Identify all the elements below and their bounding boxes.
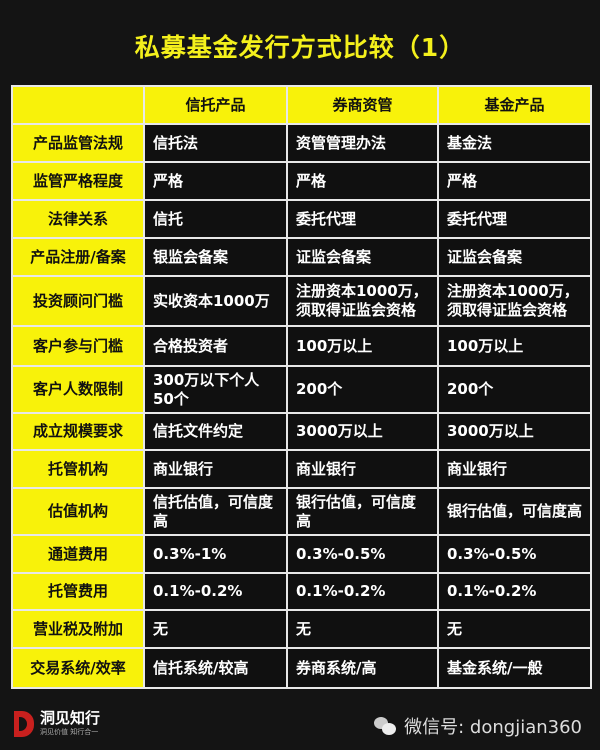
table-cell: 银监会备案 [143,237,288,277]
row-header: 估值机构 [11,487,145,536]
table-cell: 银行估值，可信度高 [437,487,592,536]
table-cell: 100万以上 [437,325,592,367]
table-cell: 0.3%-0.5% [286,534,439,574]
table-cell: 注册资本1000万，须取得证监会资格 [437,275,592,327]
table-row: 产品监管法规 信托法 资管管理办法 基金法 [11,123,592,163]
table-cell: 信托系统/较高 [143,647,288,689]
table-row: 法律关系 信托 委托代理 委托代理 [11,199,592,239]
table-row: 营业税及附加无无无 [11,609,592,649]
table-row: 投资顾问门槛 实收资本1000万 注册资本1000万，须取得证监会资格 注册资本100… [11,275,592,327]
table-cell: 资管管理办法 [286,123,439,163]
table-cell: 信托法 [143,123,288,163]
column-header [11,85,145,125]
table-row: 托管费用 0.1%-0.2% 0.1%-0.2% 0.1%-0.2% [11,572,592,611]
row-header: 法律关系 [11,199,145,239]
row-header: 托管费用 [11,572,145,611]
brand-logo: 洞见知行 洞见价值 知行合一 [14,710,100,737]
table-cell: 严格 [143,161,288,201]
table-cell: 基金法 [437,123,592,163]
table-row: 交易系统/效率 信托系统/较高 券商系统/高 基金系统/一般 [11,647,592,689]
table-row: 监管严格程度 严格 严格 严格 [11,161,592,201]
table-row: 估值机构 信托估值，可信度高 银行估值，可信度高 银行估值，可信度高 [11,487,592,536]
table-row: 客户参与门槛 合格投资者 100万以上 100万以上 [11,325,592,367]
table-cell: 商业银行 [143,449,288,489]
table-cell: 0.1%-0.2% [437,572,592,611]
column-header: 券商资管 [286,85,439,125]
table-cell: 信托文件约定 [143,412,288,451]
row-header: 托管机构 [11,449,145,489]
table-cell: 严格 [437,161,592,201]
row-header: 营业税及附加 [11,609,145,649]
wechat-id: 微信号: dongjian360 [404,717,582,738]
table-cell: 商业银行 [437,449,592,489]
table-cell: 证监会备案 [286,237,439,277]
column-header: 基金产品 [437,85,592,125]
table-cell: 银行估值，可信度高 [286,487,439,536]
table-cell: 0.3%-1% [143,534,288,574]
row-header: 投资顾问门槛 [11,275,145,327]
row-header: 客户人数限制 [11,365,145,414]
table-cell: 200个 [437,365,592,414]
table-cell: 信托估值，可信度高 [143,487,288,536]
table-row: 通道费用 0.3%-1% 0.3%-0.5% 0.3%-0.5% [11,534,592,574]
table-cell: 委托代理 [437,199,592,239]
column-header: 信托产品 [143,85,288,125]
table-cell: 券商系统/高 [286,647,439,689]
wechat-info: 微信号: dongjian360 [374,713,582,739]
wechat-icon [374,717,397,735]
row-header: 通道费用 [11,534,145,574]
logo-d-icon [14,710,34,737]
table-row: 成立规模要求 信托文件约定 3000万以上 3000万以上 [11,412,592,451]
table-cell: 200个 [286,365,439,414]
row-header: 交易系统/效率 [11,647,145,689]
table-cell: 证监会备案 [437,237,592,277]
table-cell: 商业银行 [286,449,439,489]
table-cell: 合格投资者 [143,325,288,367]
row-header: 监管严格程度 [11,161,145,201]
table-cell: 3000万以上 [437,412,592,451]
comparison-table: 信托产品 券商资管 基金产品 产品监管法规 信托法 资管管理办法 基金法 监管严格程度 严格严… [11,85,592,689]
logo-slogan: 洞见价值 知行合一 [40,728,99,736]
table-cell: 无 [286,609,439,649]
table-cell: 实收资本1000万 [143,275,288,327]
page-title: 私募基金发行方式比较（1） [134,33,466,62]
table-row: 产品注册/备案 银监会备案 证监会备案 证监会备案 [11,237,592,277]
table-cell: 300万以下个人50个 [143,365,288,414]
table-cell: 无 [437,609,592,649]
table-cell: 信托 [143,199,288,239]
table-cell: 委托代理 [286,199,439,239]
row-header: 成立规模要求 [11,412,145,451]
row-header: 产品注册/备案 [11,237,145,277]
table-cell: 注册资本1000万，须取得证监会资格 [286,275,439,327]
table-cell: 3000万以上 [286,412,439,451]
row-header: 产品监管法规 [11,123,145,163]
table-cell: 严格 [286,161,439,201]
table-cell: 无 [143,609,288,649]
row-header: 客户参与门槛 [11,325,145,367]
table-cell: 0.1%-0.2% [143,572,288,611]
table-cell: 0.3%-0.5% [437,534,592,574]
table-cell: 基金系统/一般 [437,647,592,689]
logo-name: 洞见知行 [40,709,101,727]
table-cell: 0.1%-0.2% [286,572,439,611]
table-header-row: 信托产品 券商资管 基金产品 [11,85,592,125]
table-cell: 100万以上 [286,325,439,367]
table-row: 托管机构 商业银行 商业银行 商业银行 [11,449,592,489]
table-row: 客户人数限制 300万以下个人50个 200个 200个 [11,365,592,414]
